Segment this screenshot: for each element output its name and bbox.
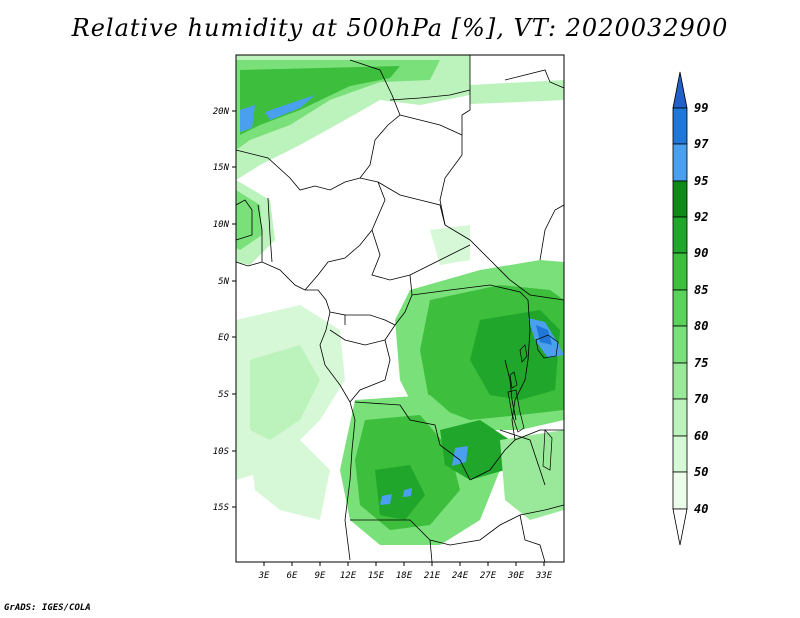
colorbar-segment — [672, 252, 688, 291]
colorbar-label: 90 — [694, 246, 708, 260]
colorbar-label: 92 — [694, 210, 708, 224]
colorbar-segment — [672, 107, 688, 145]
colorbar-segment — [672, 325, 688, 364]
lon-label: 18E — [396, 571, 413, 581]
lon-label: 12E — [340, 571, 357, 581]
lakes — [507, 334, 559, 471]
colorbar-segment — [672, 180, 688, 218]
lon-axis — [263, 562, 545, 566]
colorbar-segment — [672, 398, 688, 437]
colorbar — [672, 71, 688, 546]
colorbar-bottom-triangle — [672, 508, 688, 546]
lon-label: 9E — [315, 571, 326, 581]
lat-label: 15S — [213, 503, 230, 513]
lat-label: 5N — [218, 277, 229, 287]
lat-label: 10N — [213, 220, 230, 230]
colorbar-label: 85 — [694, 283, 708, 297]
grads-credit: GrADS: IGES/COLA — [4, 603, 91, 613]
lon-label: 6E — [287, 571, 298, 581]
colorbar-segment — [672, 362, 688, 400]
lat-label: EQ — [218, 333, 229, 343]
colorbar-label: 97 — [694, 137, 709, 151]
colorbar-segment — [672, 471, 688, 510]
lon-label: 27E — [480, 571, 497, 581]
colorbar-label: 40 — [694, 502, 708, 516]
colorbar-label: 70 — [694, 392, 708, 406]
country-borders — [235, 55, 565, 563]
lat-label: 5S — [218, 390, 229, 400]
colorbar-segment — [672, 143, 688, 182]
colorbar-segment — [672, 289, 688, 327]
colorbar-segment — [672, 216, 688, 254]
lat-label: 10S — [213, 447, 230, 457]
colorbar-label: 95 — [694, 174, 708, 188]
lon-label: 21E — [424, 571, 441, 581]
map-frame — [235, 54, 565, 563]
lon-label: 15E — [368, 571, 385, 581]
lon-label: 3E — [258, 571, 270, 581]
lon-label: 30E — [507, 571, 525, 581]
humidity-field — [236, 55, 564, 545]
colorbar-label: 60 — [694, 429, 708, 443]
lat-label: 20N — [213, 107, 230, 117]
chart-title: Relative humidity at 500hPa [%], VT: 202… — [71, 14, 729, 42]
colorbar-segment — [672, 435, 688, 473]
colorbar-top-triangle — [672, 71, 688, 109]
colorbar-label: 80 — [694, 319, 708, 333]
lat-label: 15N — [213, 163, 230, 173]
colorbar-label: 50 — [694, 465, 708, 479]
lat-axis — [232, 110, 236, 508]
lon-label: 24E — [452, 571, 469, 581]
lon-label: 33E — [535, 571, 553, 581]
colorbar-label: 75 — [694, 356, 708, 370]
colorbar-label: 99 — [694, 101, 708, 115]
